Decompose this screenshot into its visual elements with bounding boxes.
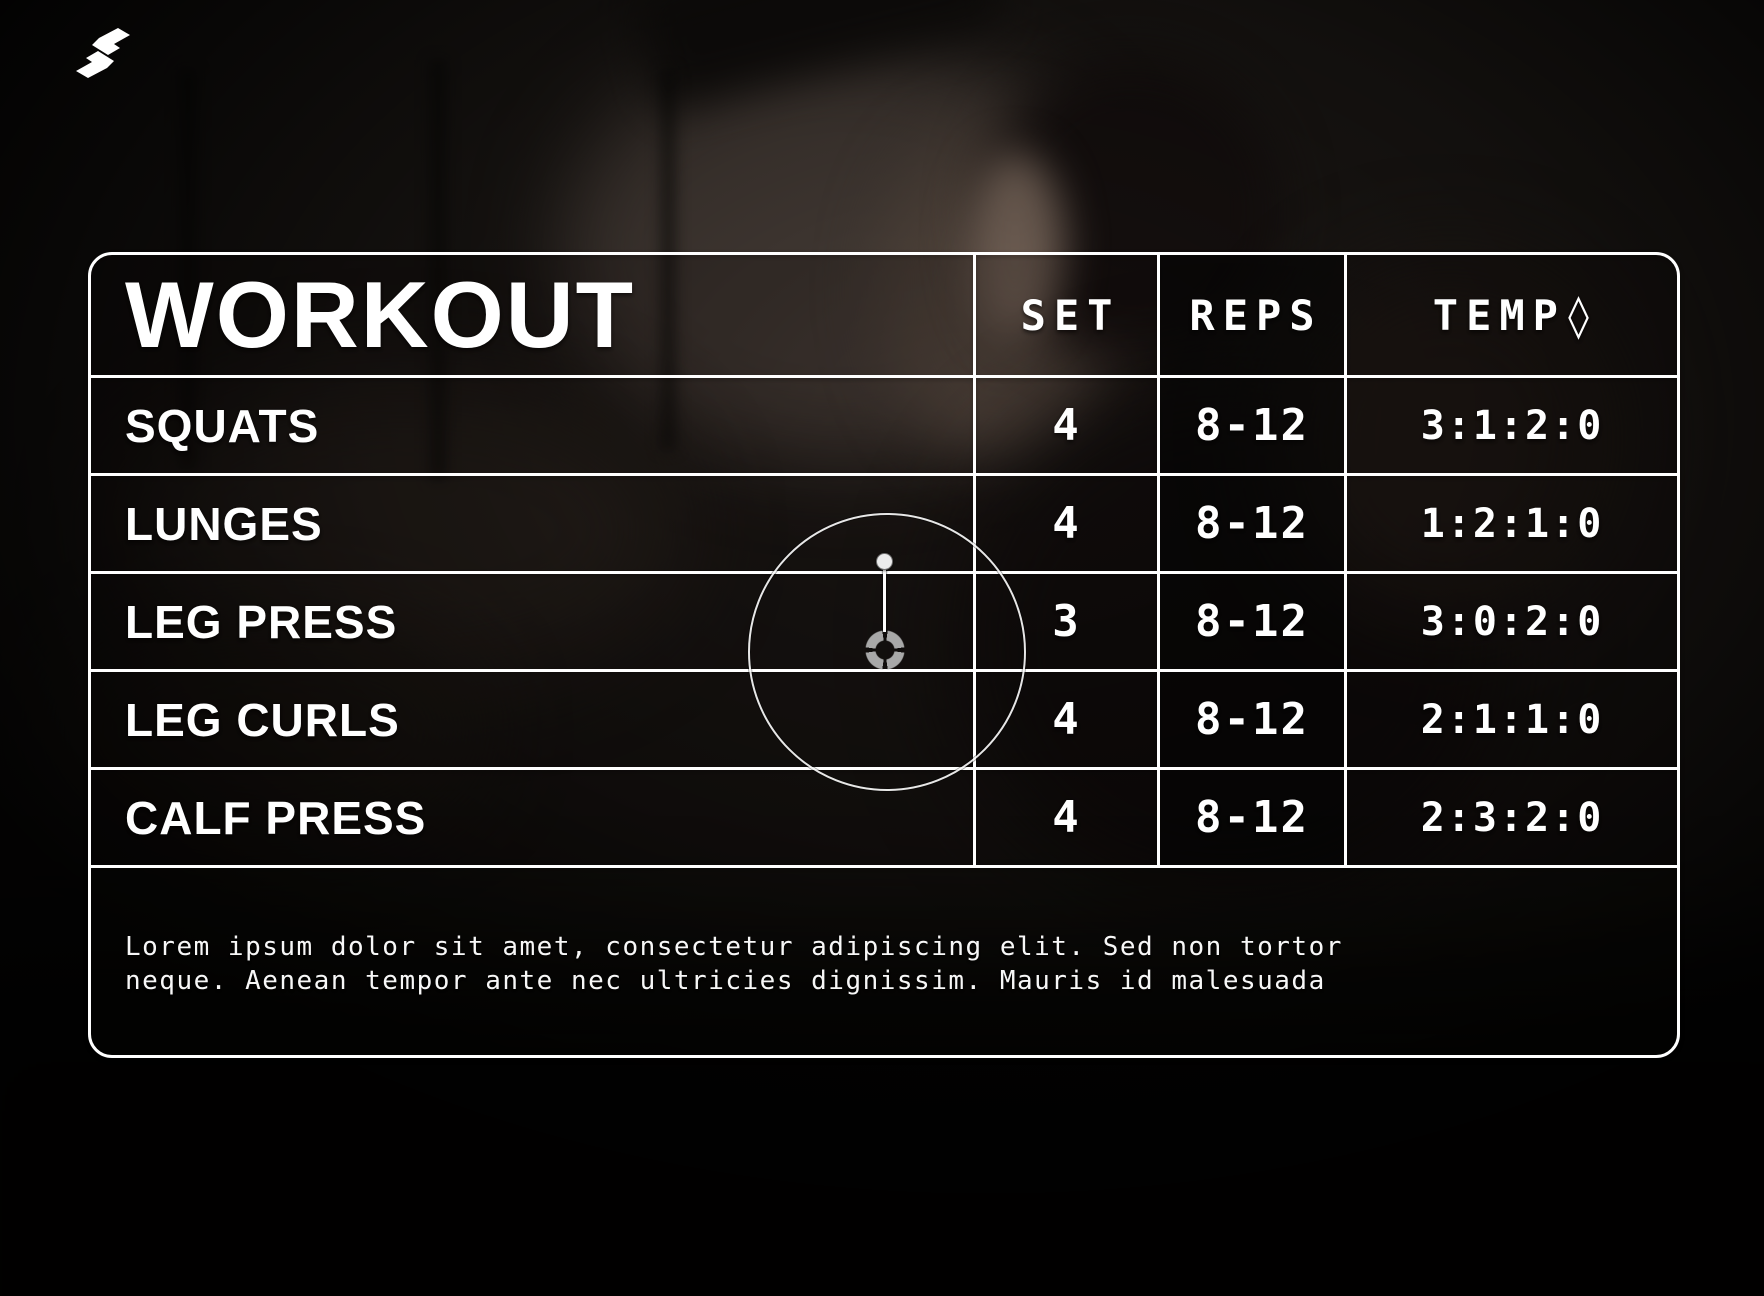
table-header-set: SET bbox=[976, 255, 1160, 378]
exercise-name: SQUATS bbox=[125, 399, 320, 452]
set-cell: 4 bbox=[976, 476, 1160, 574]
set-value: 4 bbox=[1052, 400, 1081, 451]
brand-chevron-logo-icon bbox=[76, 28, 130, 78]
tempo-value: 3:0:2:0 bbox=[1420, 598, 1604, 645]
tempo-cell: 1:2:1:0 bbox=[1347, 476, 1677, 574]
rotation-handle-knob[interactable] bbox=[876, 553, 893, 570]
page-title: WORKOUT bbox=[125, 262, 636, 367]
table-header-reps: REPS bbox=[1160, 255, 1347, 378]
tempo-value: 1:2:1:0 bbox=[1420, 500, 1604, 547]
reps-value: 8-12 bbox=[1195, 498, 1309, 549]
column-label-set: SET bbox=[1020, 290, 1121, 340]
set-value: 3 bbox=[1052, 596, 1081, 647]
transform-anchor-ring-icon[interactable] bbox=[863, 628, 907, 672]
reps-value: 8-12 bbox=[1195, 792, 1309, 843]
reps-value: 8-12 bbox=[1195, 596, 1309, 647]
table-footer-note: Lorem ipsum dolor sit amet, consectetur … bbox=[91, 868, 1677, 1055]
tempo-value: 2:3:2:0 bbox=[1420, 794, 1604, 841]
set-cell: 4 bbox=[976, 770, 1160, 868]
exercise-name: LEG PRESS bbox=[125, 595, 398, 648]
table-header-tempo: TEMP◊ bbox=[1347, 255, 1677, 378]
reps-value: 8-12 bbox=[1195, 400, 1309, 451]
exercise-name: LEG CURLS bbox=[125, 693, 400, 746]
reps-cell: 8-12 bbox=[1160, 476, 1347, 574]
tempo-cell: 3:1:2:0 bbox=[1347, 378, 1677, 476]
exercise-name: CALF PRESS bbox=[125, 791, 427, 844]
table-header-workout: WORKOUT bbox=[91, 255, 976, 378]
column-label-reps: REPS bbox=[1189, 290, 1323, 340]
exercise-name: LUNGES bbox=[125, 497, 323, 550]
reps-cell: 8-12 bbox=[1160, 672, 1347, 770]
rotation-handle-stick bbox=[883, 562, 886, 632]
tempo-cell: 2:1:1:0 bbox=[1347, 672, 1677, 770]
set-value: 4 bbox=[1052, 792, 1081, 843]
set-value: 4 bbox=[1052, 694, 1081, 745]
table-row: SQUATS bbox=[91, 378, 976, 476]
footer-note-line: Lorem ipsum dolor sit amet, consectetur … bbox=[125, 932, 1343, 962]
reps-cell: 8-12 bbox=[1160, 378, 1347, 476]
table-row: CALF PRESS bbox=[91, 770, 976, 868]
reps-value: 8-12 bbox=[1195, 694, 1309, 745]
tempo-value: 2:1:1:0 bbox=[1420, 696, 1604, 743]
column-label-tempo: TEMP◊ bbox=[1432, 290, 1600, 340]
set-value: 4 bbox=[1052, 498, 1081, 549]
rotation-guide-circle bbox=[748, 513, 1026, 791]
tempo-value: 3:1:2:0 bbox=[1420, 402, 1604, 449]
reps-cell: 8-12 bbox=[1160, 574, 1347, 672]
reps-cell: 8-12 bbox=[1160, 770, 1347, 868]
set-cell: 4 bbox=[976, 378, 1160, 476]
footer-note-line: neque. Aenean tempor ante nec ultricies … bbox=[125, 966, 1326, 996]
tempo-cell: 2:3:2:0 bbox=[1347, 770, 1677, 868]
tempo-cell: 3:0:2:0 bbox=[1347, 574, 1677, 672]
